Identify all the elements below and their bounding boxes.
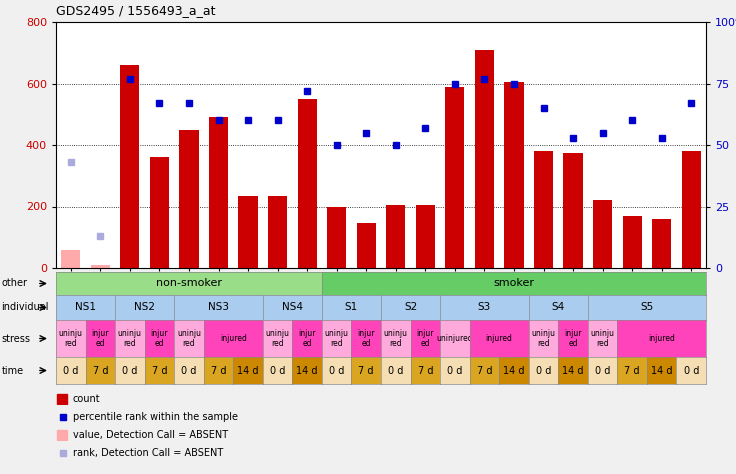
Bar <box>150 157 169 268</box>
Bar <box>357 223 376 268</box>
Text: injured: injured <box>486 334 512 343</box>
Bar <box>57 394 66 404</box>
Text: injur
ed: injur ed <box>565 329 581 348</box>
Text: uninjured: uninjured <box>436 334 473 343</box>
Bar <box>61 249 80 268</box>
Text: smoker: smoker <box>493 279 534 289</box>
Text: S1: S1 <box>345 302 358 312</box>
Text: 7 d: 7 d <box>417 365 433 375</box>
Bar <box>238 196 258 268</box>
Text: NS2: NS2 <box>134 302 155 312</box>
Text: 0 d: 0 d <box>536 365 551 375</box>
Text: count: count <box>73 394 101 404</box>
Text: stress: stress <box>1 334 30 344</box>
Text: non-smoker: non-smoker <box>156 279 222 289</box>
Text: 14 d: 14 d <box>651 365 673 375</box>
Text: 14 d: 14 d <box>562 365 584 375</box>
Text: injur
ed: injur ed <box>151 329 168 348</box>
Text: injured: injured <box>648 334 675 343</box>
Text: injur
ed: injur ed <box>417 329 434 348</box>
Text: NS3: NS3 <box>208 302 229 312</box>
Text: S4: S4 <box>552 302 565 312</box>
Text: 7 d: 7 d <box>152 365 167 375</box>
Bar <box>297 99 316 268</box>
Text: 14 d: 14 d <box>297 365 318 375</box>
Bar <box>386 205 406 268</box>
Text: S5: S5 <box>640 302 654 312</box>
Text: S3: S3 <box>478 302 491 312</box>
Text: injur
ed: injur ed <box>358 329 375 348</box>
Bar <box>623 216 642 268</box>
Text: uninju
red: uninju red <box>177 329 201 348</box>
Text: injur
ed: injur ed <box>298 329 316 348</box>
Text: 0 d: 0 d <box>447 365 462 375</box>
Bar <box>475 50 494 268</box>
Bar <box>57 430 66 440</box>
Text: 0 d: 0 d <box>388 365 403 375</box>
Text: uninju
red: uninju red <box>531 329 556 348</box>
Bar <box>682 151 701 268</box>
Text: individual: individual <box>1 302 49 312</box>
Text: 14 d: 14 d <box>503 365 525 375</box>
Text: uninju
red: uninju red <box>590 329 615 348</box>
Text: 0 d: 0 d <box>329 365 344 375</box>
Bar <box>327 207 346 268</box>
Bar <box>209 118 228 268</box>
Text: injured: injured <box>220 334 247 343</box>
Bar <box>416 205 435 268</box>
Text: 7 d: 7 d <box>358 365 374 375</box>
Bar <box>445 87 464 268</box>
Text: 0 d: 0 d <box>63 365 79 375</box>
Text: 7 d: 7 d <box>624 365 640 375</box>
Text: time: time <box>1 365 24 375</box>
Bar <box>564 153 583 268</box>
Bar <box>120 65 139 268</box>
Text: NS4: NS4 <box>282 302 302 312</box>
Text: injur
ed: injur ed <box>91 329 109 348</box>
Text: rank, Detection Call = ABSENT: rank, Detection Call = ABSENT <box>73 448 223 458</box>
Text: uninju
red: uninju red <box>59 329 82 348</box>
Text: S2: S2 <box>404 302 417 312</box>
Text: 0 d: 0 d <box>122 365 138 375</box>
Bar <box>534 151 553 268</box>
Text: uninju
red: uninju red <box>325 329 349 348</box>
Bar <box>652 219 671 268</box>
Text: other: other <box>1 279 27 289</box>
Text: 0 d: 0 d <box>684 365 699 375</box>
Bar <box>180 129 199 268</box>
Text: percentile rank within the sample: percentile rank within the sample <box>73 412 238 422</box>
Bar <box>268 196 287 268</box>
Text: uninju
red: uninju red <box>383 329 408 348</box>
Text: uninju
red: uninju red <box>266 329 289 348</box>
Bar <box>91 265 110 268</box>
Text: 0 d: 0 d <box>181 365 197 375</box>
Text: 14 d: 14 d <box>237 365 259 375</box>
Text: value, Detection Call = ABSENT: value, Detection Call = ABSENT <box>73 430 228 440</box>
Text: GDS2495 / 1556493_a_at: GDS2495 / 1556493_a_at <box>56 4 216 17</box>
Text: 0 d: 0 d <box>270 365 286 375</box>
Text: 7 d: 7 d <box>93 365 108 375</box>
Text: uninju
red: uninju red <box>118 329 142 348</box>
Text: 0 d: 0 d <box>595 365 610 375</box>
Bar <box>504 82 523 268</box>
Bar <box>593 201 612 268</box>
Text: 7 d: 7 d <box>477 365 492 375</box>
Text: 7 d: 7 d <box>210 365 226 375</box>
Text: NS1: NS1 <box>75 302 96 312</box>
